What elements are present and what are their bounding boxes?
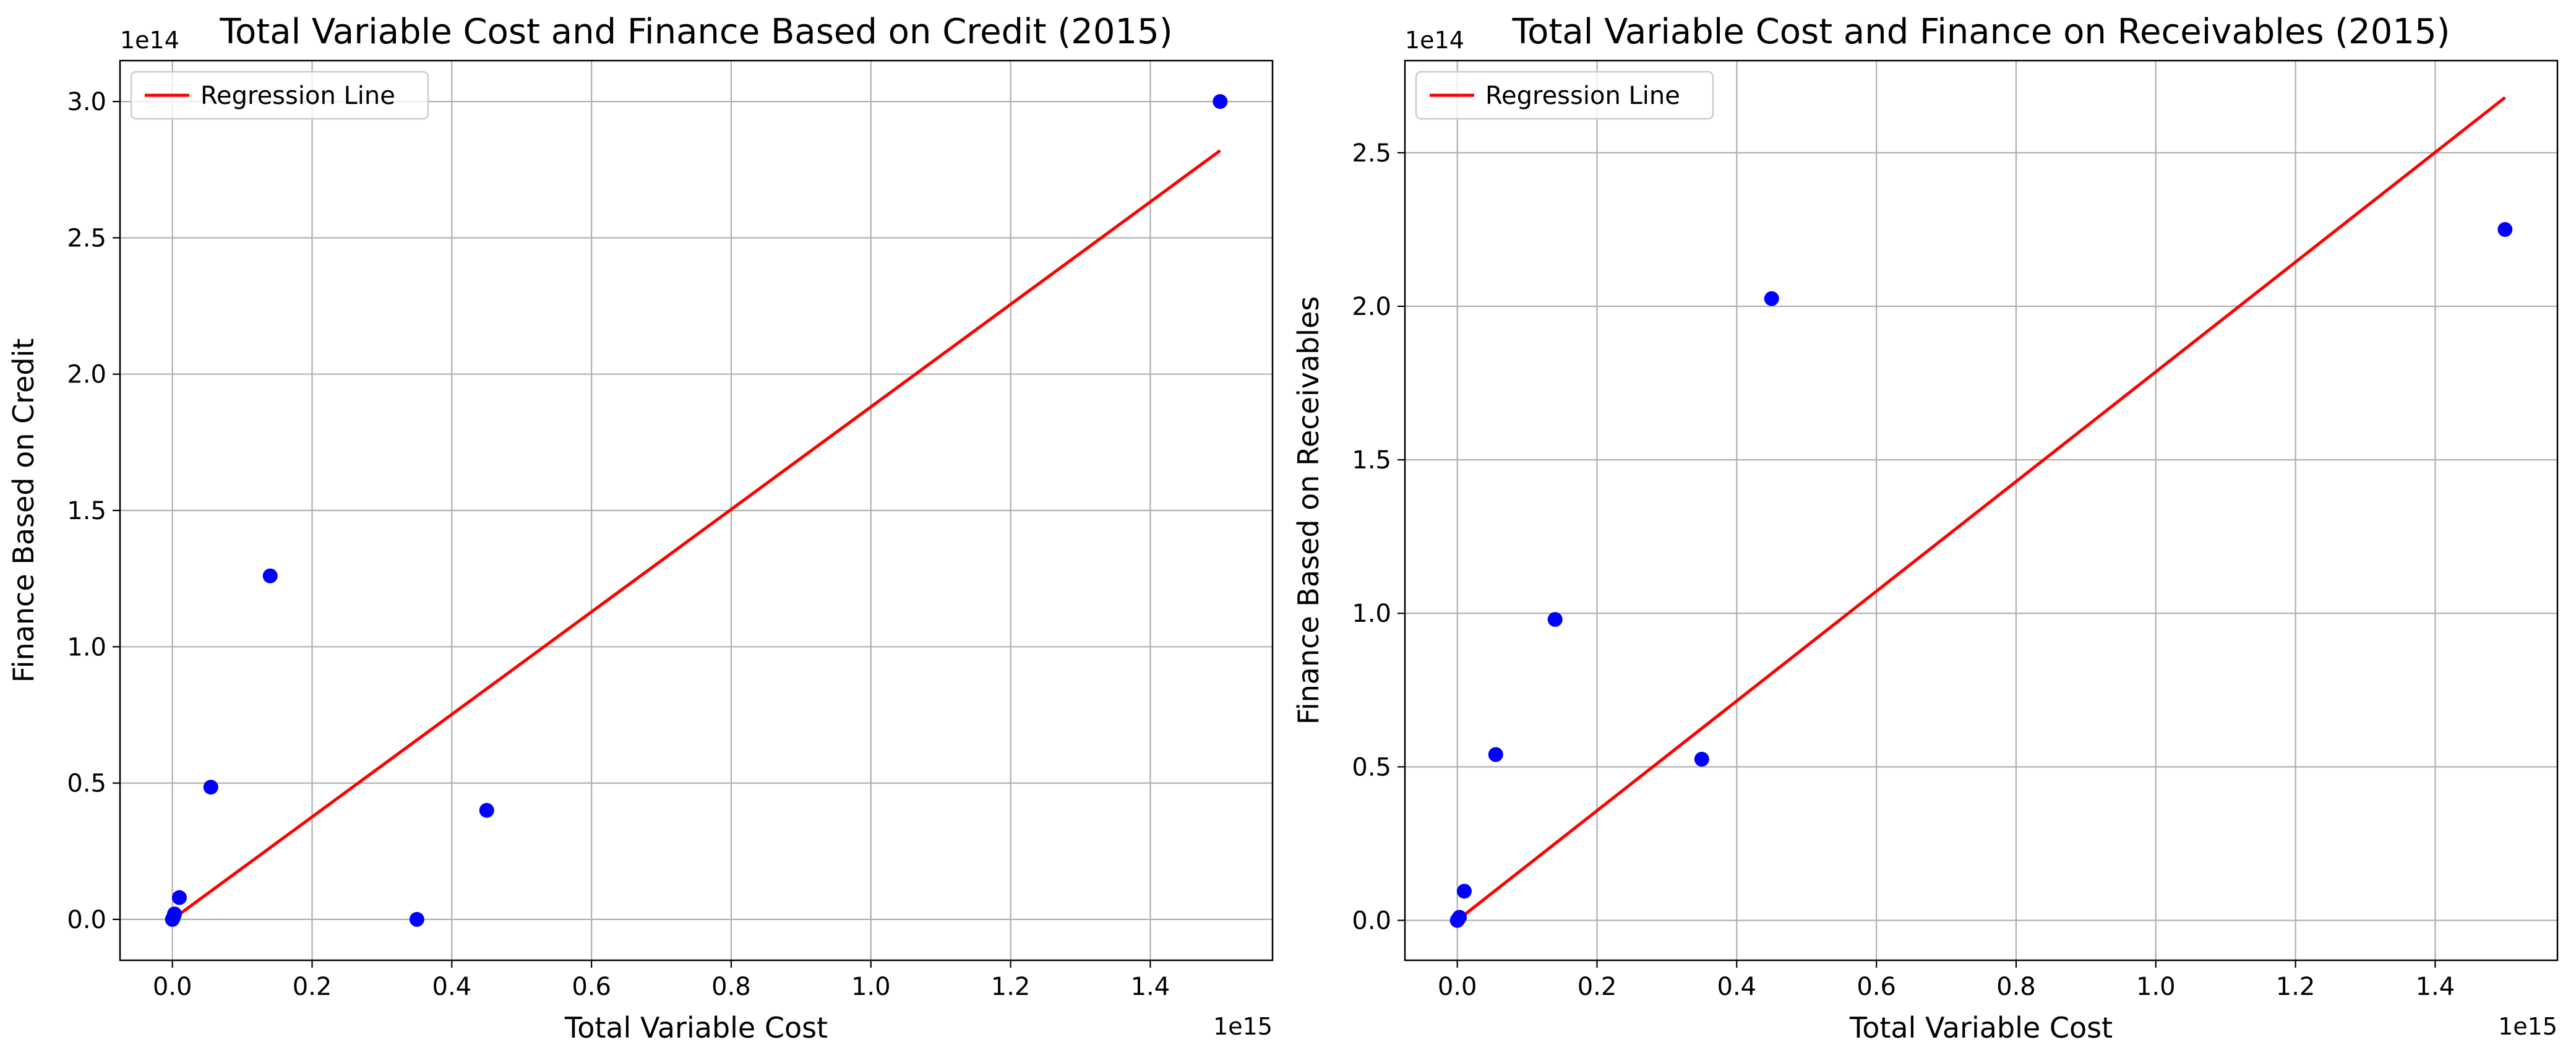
x-tick-label: 0.6 [572, 973, 611, 1001]
y-axis-label: Finance Based on Credit [7, 338, 40, 683]
x-tick-label: 0.4 [1717, 973, 1757, 1001]
x-tick-label: 0.8 [711, 973, 751, 1001]
x-tick-label: 0.8 [1996, 973, 2036, 1001]
y-tick-label: 2.5 [1352, 139, 1391, 168]
y-tick-label: 2.5 [67, 224, 106, 252]
data-point [171, 890, 187, 905]
data-point [1452, 910, 1467, 925]
data-point [479, 803, 494, 818]
y-tick-label: 2.0 [67, 361, 106, 389]
plot-frame [1404, 59, 2559, 962]
scatter-points [165, 94, 1228, 927]
data-point [1764, 291, 1779, 306]
y-tick-label: 1.5 [67, 497, 106, 525]
data-point [1547, 612, 1563, 627]
chart-title: Total Variable Cost and Finance Based on… [219, 12, 1172, 52]
x-axis-label: Total Variable Cost [564, 1011, 828, 1044]
data-point [1694, 751, 1709, 767]
scatter-points [1449, 222, 2513, 928]
data-point [1213, 94, 1228, 110]
x-tick-label: 0.0 [153, 973, 192, 1001]
x-offset-label: 1e15 [1213, 1013, 1273, 1040]
x-axis-label: Total Variable Cost [1849, 1011, 2113, 1044]
y-tick-label: 3.0 [67, 88, 106, 116]
x-tick-label: 1.2 [991, 973, 1031, 1001]
y-tick-label: 1.5 [1352, 446, 1391, 475]
legend-box [1415, 71, 1714, 120]
x-tick-label: 0.6 [1857, 973, 1896, 1001]
x-tick-label: 1.0 [851, 973, 891, 1001]
x-tick-label: 0.2 [1578, 973, 1617, 1001]
y-tick-label: 1.0 [67, 633, 106, 661]
y-tick-label: 0.5 [1352, 753, 1391, 781]
axis-ticks: 0.0 0.2 0.4 0.6 0.8 1.0 1.2 1.4 0.0 0.5 1.0 1.5 2.0 2… [1352, 139, 2455, 1001]
x-tick-label: 1.2 [2276, 973, 2316, 1001]
y-offset-label: 1e14 [120, 27, 179, 54]
data-point [409, 911, 424, 927]
data-point [203, 780, 218, 795]
x-tick-label: 0.2 [293, 973, 332, 1001]
x-offset-label: 1e15 [2498, 1013, 2557, 1040]
chart-receivables: 0.0 0.2 0.4 0.6 0.8 1.0 1.2 1.4 0.0 0.5 1.0 1.5 2.0 2… [1292, 12, 2559, 1044]
data-point [262, 568, 278, 583]
legend: Regression Line [130, 71, 429, 120]
legend-label: Regression Line [1485, 82, 1680, 110]
x-tick-label: 1.0 [2136, 973, 2176, 1001]
y-tick-label: 0.0 [1352, 906, 1391, 935]
data-point [2497, 222, 2513, 237]
x-tick-label: 0.0 [1438, 973, 1477, 1001]
legend-label: Regression Line [200, 82, 395, 110]
y-tick-label: 2.0 [1352, 293, 1391, 321]
regression-layer [171, 149, 1221, 921]
y-tick-label: 0.5 [67, 770, 106, 798]
axis-ticks: 0.0 0.2 0.4 0.6 0.8 1.0 1.2 1.4 0.0 0.5 1.0 1.5 2.0 2… [67, 88, 1170, 1001]
y-tick-label: 1.0 [1352, 600, 1391, 628]
chart-title: Total Variable Cost and Finance on Recei… [1511, 12, 2450, 52]
regression-layer [1456, 96, 2506, 922]
x-tick-label: 0.4 [432, 973, 472, 1001]
data-point [1488, 747, 1503, 762]
chart-credit: 0.0 0.2 0.4 0.6 0.8 1.0 1.2 1.4 0.0 0.5 1.0 1.5 2.0 2… [7, 12, 1274, 1044]
y-tick-label: 0.0 [67, 906, 106, 934]
legend-box [130, 71, 429, 120]
x-tick-label: 1.4 [1131, 973, 1170, 1001]
data-point [167, 906, 182, 922]
data-point [1456, 884, 1472, 899]
y-offset-label: 1e14 [1405, 27, 1464, 54]
x-tick-label: 1.4 [2416, 973, 2455, 1001]
gridlines [1405, 61, 2557, 960]
regression-line [171, 149, 1221, 921]
legend: Regression Line [1415, 71, 1714, 120]
regression-line [1456, 96, 2506, 922]
y-axis-label: Finance Based on Receivables [1292, 296, 1325, 725]
